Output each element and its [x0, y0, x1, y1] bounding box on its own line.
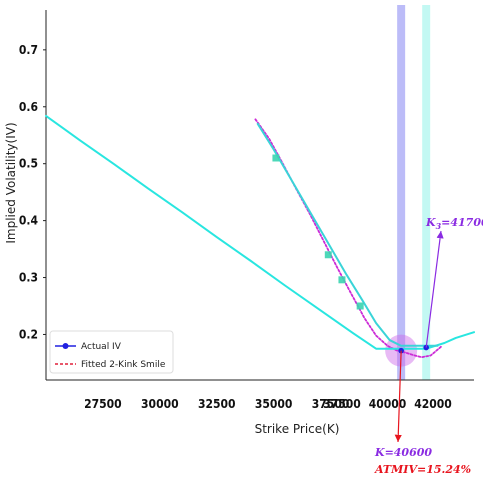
- vertical-band-0: [397, 5, 406, 380]
- y-tick-label: 0.2: [19, 327, 38, 341]
- k3-arrow: [425, 230, 444, 348]
- vertical-band-1: [422, 5, 431, 380]
- x-tick-label: 40000: [369, 397, 407, 411]
- legend-fitted-smile-label: Fitted 2-Kink Smile: [81, 360, 166, 370]
- axes: [43, 10, 474, 381]
- legend: Actual IV Fitted 2-Kink Smile: [49, 330, 174, 374]
- atm-strike-annotation-symbol: K: [374, 446, 385, 459]
- k3-annotation-symbol: K: [425, 216, 436, 229]
- k3-annotation: K3=41700: [425, 216, 483, 231]
- legend-actual-iv-label: Actual IV: [81, 342, 122, 352]
- legend-actual-iv-swatch-marker: [62, 343, 69, 349]
- y-tick-label: 0.7: [19, 43, 38, 57]
- x-tick-label: 37500: [312, 397, 350, 411]
- y-tick-label: 0.6: [19, 100, 38, 114]
- k3-annotation-subscript: 3: [436, 221, 442, 231]
- annotations: K3=41700 K=40600 ATMIV=15.24%: [374, 216, 483, 476]
- atm-strike-annotation: K=40600: [374, 446, 432, 459]
- series-line-1: [254, 118, 444, 359]
- vertical-bands: [397, 5, 431, 380]
- x-tick-label: 32500: [198, 397, 236, 411]
- y-tick-label: 0.4: [19, 214, 39, 228]
- square-marker: [272, 154, 280, 162]
- y-tick-labels: 0.2 0.3 0.4 0.5 0.6 0.7: [19, 43, 39, 342]
- x-tick-label: 27500: [84, 397, 122, 411]
- x-tick-label: 42000: [414, 397, 452, 411]
- square-marker: [338, 276, 346, 284]
- x-tick-label: 35000: [255, 397, 293, 411]
- x-axis-label: Strike Price(K): [255, 422, 340, 436]
- data-markers: [272, 154, 429, 354]
- x-tick-label: 37500: [323, 397, 361, 411]
- series-line-2: [45, 114, 475, 350]
- atm-strike-annotation-value: =40600: [385, 446, 433, 459]
- series-line-3: [256, 122, 439, 347]
- atm-arrow: [394, 350, 402, 443]
- y-tick-label: 0.5: [19, 157, 38, 171]
- y-tick-label: 0.3: [19, 271, 38, 285]
- y-axis-label: Implied Volatility(IV): [4, 122, 18, 243]
- series-lines: [45, 114, 475, 359]
- legend-box: [49, 330, 174, 374]
- k3-annotation-value: =41700: [441, 216, 483, 229]
- atm-iv-annotation: ATMIV=15.24%: [374, 463, 471, 476]
- square-marker: [356, 302, 364, 310]
- x-tick-label: 30000: [141, 397, 179, 411]
- square-marker: [324, 251, 332, 259]
